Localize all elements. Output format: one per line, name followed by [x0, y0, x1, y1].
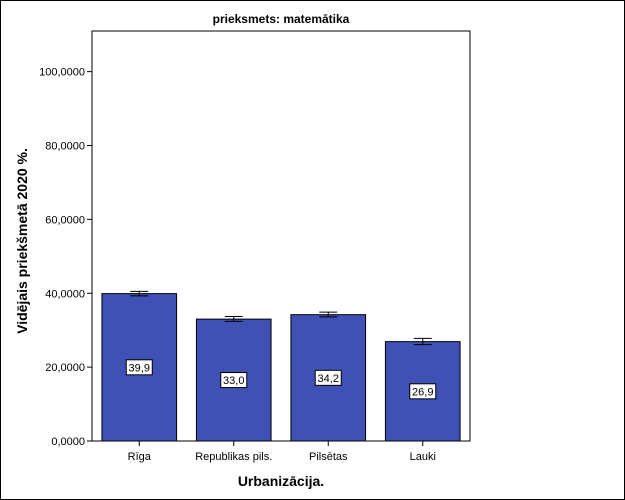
x-tick-label: Lauki: [410, 451, 436, 463]
y-tick-label: 100,0000: [39, 67, 85, 79]
y-axis-title: Vidējais priekšmetā 2020 %.: [14, 148, 30, 334]
data-label: 39,9: [129, 362, 150, 374]
data-label: 33,0: [223, 375, 244, 387]
x-axis-title: Urbanizācija.: [238, 473, 324, 489]
x-tick-label: Republikas pils.: [195, 451, 272, 463]
data-label: 26,9: [412, 386, 433, 398]
bars: 39,9 33,0 34,2 26,9: [101, 290, 461, 442]
data-label-box: [125, 359, 153, 376]
x-tick-label: Pilsētas: [309, 451, 348, 463]
y-tick-label: 20,0000: [45, 362, 85, 374]
data-label-box: [314, 369, 342, 386]
y-axis: 0,0000 20,0000 40,0000 60,0000 80,0000 100,00…: [39, 67, 92, 448]
data-label-box: [409, 383, 437, 400]
x-tick-label: Rīga: [128, 451, 152, 463]
y-tick-label: 60,0000: [45, 214, 85, 226]
y-tick-label: 0,0000: [51, 436, 85, 448]
x-axis: Rīga Republikas pils. Pilsētas Lauki: [128, 441, 436, 463]
y-tick-label: 40,0000: [45, 288, 85, 300]
y-tick-label: 80,0000: [45, 141, 85, 153]
data-label-box: [220, 372, 248, 389]
chart-title: prieksmets: matemātika: [213, 12, 350, 26]
data-label: 34,2: [318, 373, 339, 385]
